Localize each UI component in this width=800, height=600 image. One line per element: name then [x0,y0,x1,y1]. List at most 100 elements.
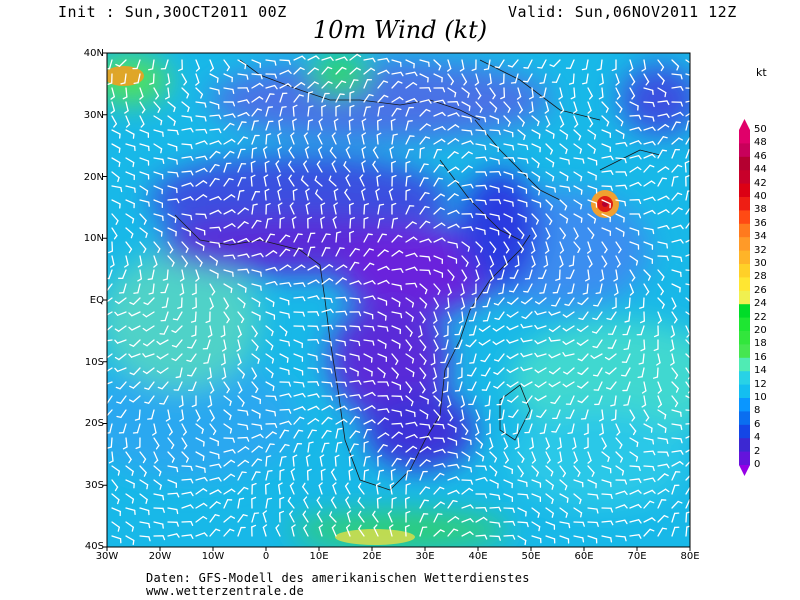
wind-barb-flag [311,429,317,432]
wind-barb-flag [679,111,684,116]
wind-barb [321,429,328,439]
wind-barb [372,163,379,173]
wind-barb [601,115,610,123]
wind-barb [587,465,595,474]
wind-barb [643,87,654,92]
wind-barb [181,491,192,495]
wind-barb-flag [635,456,639,462]
wind-barb-flag [176,159,178,165]
wind-barb [363,325,374,328]
wind-barb-flag [428,424,431,430]
wind-barb-flag [638,154,642,160]
wind-barb [626,381,631,392]
wind-barb-flag [110,264,115,268]
wind-barb-flag [550,471,554,477]
wind-barb-flag [272,385,275,392]
wind-barb-flag [580,512,583,518]
wind-barb-flag [392,133,398,136]
wind-barb [657,136,664,145]
wind-barb [565,339,575,345]
wind-barb [251,423,262,427]
wind-barb [251,237,261,243]
wind-barb [237,395,245,404]
wind-barb [195,101,206,104]
wind-barb [265,431,274,439]
wind-barb-flag [308,441,314,444]
wind-barb [130,353,141,358]
wind-barb-flag [218,226,222,232]
wind-barb-flag [331,160,336,165]
wind-barb-flag [264,160,270,164]
wind-barb [601,213,611,219]
wind-barb [363,79,369,89]
wind-barb [461,395,466,406]
wind-barb-flag [290,132,295,137]
wind-barb [139,493,148,501]
wind-barb [223,283,233,290]
wind-barb-flag [314,67,319,71]
wind-barb [601,479,612,484]
wind-barb [581,353,589,362]
wind-barb [167,479,177,485]
wind-barb [643,528,651,537]
wind-barb-flag [372,57,376,63]
wind-barb-flag [344,367,347,373]
wind-barb [629,154,640,159]
wind-barb [433,472,441,481]
wind-barb [495,325,505,332]
wind-barb-flag [469,531,474,536]
wind-barb [473,353,477,364]
wind-barb-flag [484,506,488,512]
wind-barb [597,297,603,307]
wind-barb-flag [426,446,432,450]
wind-barb [489,101,498,109]
lon-label: 10W [201,551,225,562]
wind-barb-flag [207,404,213,408]
wind-barb-flag [645,291,650,296]
wind-barb-flag [202,455,205,461]
wind-barb [237,190,241,201]
wind-barb [181,143,192,146]
wind-barb [500,395,505,406]
wind-barb [419,220,427,229]
wind-barb [195,409,201,419]
wind-speed-field [107,53,690,547]
wind-barb-flag [593,218,597,224]
wind-barb-flag [225,305,230,310]
wind-barb-flag [477,95,482,100]
wind-barb-flag [577,372,583,376]
wind-barb [587,199,598,204]
wind-barb [573,87,576,98]
wind-barb-flag [451,276,455,281]
wind-barb [276,176,281,187]
wind-barb [265,498,269,509]
wind-barb [503,213,513,219]
wind-barb-flag [474,82,480,86]
wind-barb-flag [371,391,376,397]
wind-barb [118,297,127,305]
wind-barb [377,279,387,285]
wind-barb-flag [676,65,680,71]
wind-barb [375,484,379,495]
wind-barb-flag [345,174,350,179]
wind-barb-flag [412,445,418,450]
wind-barb [565,325,575,332]
wind-barb-flag [357,496,361,502]
wind-barb [615,73,620,84]
wind-barb [357,500,365,509]
wind-barb-flag [358,524,362,530]
wind-barb [475,269,480,280]
wind-barb-flag [454,166,460,171]
wind-barb-flag [230,194,236,198]
wind-barb [251,59,261,65]
wind-barb-flag [217,196,222,201]
wind-barb-flag [539,82,545,84]
wind-barb [657,463,668,467]
wind-barb [139,521,150,525]
wind-barb-flag [423,360,427,365]
wind-barb-flag [242,373,245,379]
wind-barb-flag [260,424,263,431]
wind-barb-flag [599,432,604,436]
wind-barb-flag [616,431,621,436]
wind-barb [657,269,665,278]
